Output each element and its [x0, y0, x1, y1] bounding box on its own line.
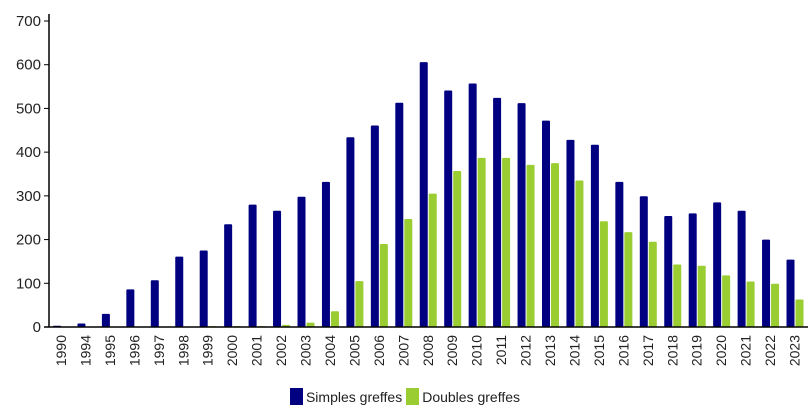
x-tick-label: 2021	[738, 335, 754, 366]
x-tick-label: 2016	[615, 335, 631, 366]
legend: Simples greffes Doubles greffes	[0, 388, 810, 405]
bar-simples-1995	[101, 313, 110, 327]
bar-simples-2021	[737, 210, 746, 327]
legend-swatch-doubles	[406, 388, 420, 405]
bar-doubles-2018	[673, 264, 682, 327]
x-tick-label: 2018	[664, 335, 680, 366]
bar-simples-1994	[77, 323, 86, 327]
bar-simples-2005	[346, 137, 355, 327]
x-tick-label: 2010	[469, 335, 485, 366]
x-tick-label: 1995	[102, 335, 118, 366]
legend-item-simples: Simples greffes	[289, 388, 403, 405]
bar-simples-2022	[762, 239, 771, 327]
x-tick-label: 2014	[566, 335, 582, 366]
x-tick-label: 1998	[175, 335, 191, 366]
y-tick-label: 600	[16, 57, 41, 74]
x-tick-label: 2020	[713, 335, 729, 366]
bar-simples-1996	[126, 289, 135, 327]
x-tick-label: 1997	[151, 335, 167, 366]
bar-doubles-2006	[379, 243, 388, 327]
x-tick-label: 2000	[224, 335, 240, 366]
x-tick-label: 2007	[395, 335, 411, 366]
bar-simples-2011	[493, 97, 502, 328]
bar-simples-2014	[566, 139, 575, 327]
bar-simples-2013	[542, 120, 550, 327]
bar-simples-2010	[468, 83, 477, 327]
bar-doubles-2022	[771, 283, 780, 327]
bar-simples-2019	[688, 213, 697, 327]
x-tick-label: 1990	[53, 335, 69, 366]
bar-simples-1998	[175, 256, 184, 327]
legend-swatch-simples	[289, 388, 303, 405]
bar-doubles-2005	[355, 281, 364, 327]
x-tick-label: 2023	[787, 335, 803, 366]
bar-simples-2003	[297, 196, 306, 327]
x-tick-label: 2015	[591, 335, 607, 366]
x-tick-label: 2012	[518, 335, 534, 366]
bar-simples-2015	[590, 144, 599, 327]
bar-doubles-2003	[306, 322, 315, 327]
bar-doubles-2015	[599, 221, 608, 327]
bar-simples-1999	[199, 250, 208, 327]
bar-doubles-2017	[648, 241, 657, 327]
x-tick-label: 2003	[298, 335, 314, 366]
bar-simples-1997	[150, 280, 159, 327]
x-tick-label: 2013	[542, 335, 558, 366]
legend-item-doubles: Doubles greffes	[406, 388, 520, 405]
y-tick-label: 200	[16, 232, 41, 249]
bar-doubles-2004	[330, 311, 339, 327]
bar-doubles-2007	[404, 219, 413, 327]
x-tick-label: 2019	[689, 335, 705, 366]
bar-simples-2002	[273, 210, 282, 327]
x-tick-label: 2004	[322, 335, 338, 366]
y-tick-label: 0	[33, 319, 41, 336]
bar-simples-2023	[786, 259, 795, 327]
x-tick-label: 2022	[762, 335, 778, 366]
y-tick-label: 500	[16, 100, 41, 117]
x-tick-label: 2002	[273, 335, 289, 366]
bar-simples-2008	[419, 62, 428, 327]
bar-doubles-2020	[722, 275, 731, 327]
y-tick-label: 400	[16, 144, 41, 161]
x-tick-label: 2006	[371, 335, 387, 366]
bar-simples-2017	[639, 196, 648, 327]
bar-doubles-2016	[624, 232, 633, 327]
bar-simples-2007	[395, 102, 404, 327]
y-tick-label: 300	[16, 188, 41, 205]
bar-doubles-2014	[575, 180, 584, 327]
bar-simples-2006	[370, 125, 379, 327]
x-tick-label: 2001	[249, 335, 265, 366]
legend-label-simples: Simples greffes	[305, 388, 403, 405]
legend-label-doubles: Doubles greffes	[422, 388, 521, 405]
bar-doubles-2021	[746, 281, 755, 327]
x-tick-label: 1994	[77, 335, 93, 366]
x-tick-label: 2017	[640, 335, 656, 366]
bar-simples-2018	[664, 215, 673, 327]
bar-doubles-2011	[502, 157, 511, 327]
bar-doubles-2013	[551, 163, 559, 327]
x-tick-label: 1999	[200, 335, 216, 366]
bar-simples-2009	[444, 90, 453, 328]
bar-doubles-2019	[697, 265, 706, 327]
bar-doubles-2009	[453, 170, 462, 327]
bar-simples-2004	[321, 181, 330, 327]
bar-simples-2012	[517, 103, 526, 327]
y-tick-label: 100	[16, 275, 41, 292]
x-tick-label: 2005	[346, 335, 362, 366]
bar-doubles-2010	[477, 157, 486, 327]
bar-doubles-2023	[795, 299, 804, 327]
bar-doubles-2008	[428, 193, 437, 327]
x-tick-label: 2011	[493, 335, 509, 365]
bar-simples-2000	[224, 224, 233, 327]
bar-simples-2001	[248, 204, 257, 327]
x-tick-label: 1996	[126, 335, 142, 366]
bar-simples-2020	[713, 202, 722, 327]
bar-simples-2016	[615, 181, 624, 327]
bar-doubles-2012	[526, 164, 535, 327]
x-tick-label: 2009	[444, 335, 460, 366]
y-tick-label: 700	[16, 13, 41, 30]
x-tick-label: 2008	[420, 335, 436, 366]
